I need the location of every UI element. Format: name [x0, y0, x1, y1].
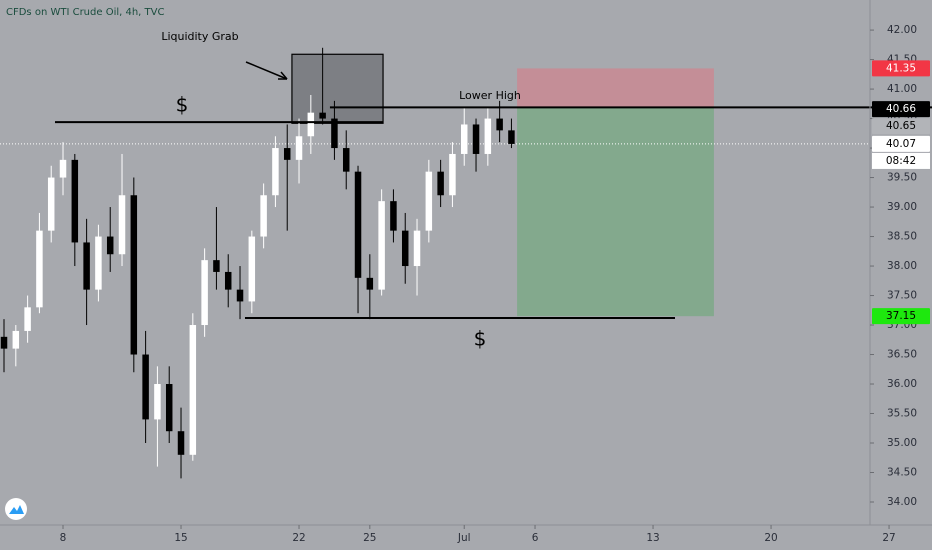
candle-body — [437, 171, 444, 196]
y-tick-label: 34.00 — [887, 496, 917, 508]
x-tick-label: 22 — [292, 532, 305, 544]
candle-body — [425, 171, 433, 231]
x-tick-label: 27 — [882, 532, 895, 544]
candle-body — [47, 177, 55, 231]
candle-body — [130, 195, 138, 355]
countdown: 08:42 — [886, 155, 916, 167]
price-label-text: 37.15 — [886, 310, 916, 322]
candle-body — [142, 354, 149, 420]
x-tick-label: 6 — [532, 532, 539, 544]
price-label — [872, 101, 930, 118]
candle-body — [248, 236, 256, 302]
y-tick-label: 39.00 — [887, 201, 917, 213]
candle-body — [201, 260, 208, 326]
candle-body — [460, 124, 468, 154]
candle-body — [95, 236, 102, 290]
x-tick-label: 15 — [174, 532, 187, 544]
candle-body — [177, 431, 185, 455]
candle-body — [401, 230, 409, 267]
annotation: $ — [474, 327, 487, 351]
candle-body — [496, 118, 503, 131]
candle-body — [413, 230, 421, 267]
price-label-text: 41.35 — [886, 62, 916, 74]
arrow — [245, 61, 288, 80]
countdown-box — [872, 152, 930, 169]
liquidity-box — [291, 53, 384, 124]
y-tick-label: 38.00 — [887, 260, 917, 272]
candle-body — [24, 307, 31, 331]
y-tick-label: 41.00 — [887, 83, 917, 95]
chart-title: CFDs on WTI Crude Oil, 4h, TVC — [6, 7, 164, 18]
candle-body — [307, 112, 315, 137]
y-tick-label: 35.50 — [887, 408, 917, 420]
y-tick-label: 39.50 — [887, 172, 917, 184]
candle-body — [213, 260, 220, 272]
candle-body — [165, 384, 173, 432]
candle-body — [342, 148, 350, 172]
price-label — [872, 118, 930, 135]
candle-body — [59, 159, 67, 178]
candle-body — [260, 195, 267, 237]
price-label — [872, 135, 930, 152]
candle-body — [390, 201, 397, 231]
candle-body — [12, 330, 20, 349]
y-tick-label: 34.50 — [887, 467, 917, 479]
candle-body — [224, 271, 232, 290]
arrow-head — [278, 71, 288, 80]
candle-body — [0, 336, 8, 349]
candle-body — [366, 277, 374, 290]
price-label — [872, 60, 930, 77]
candle-body — [283, 148, 291, 160]
stop-zone — [517, 68, 714, 108]
candle-body — [236, 289, 244, 302]
candle-body — [378, 201, 385, 290]
plot-area — [0, 47, 932, 479]
candle-body — [508, 130, 515, 144]
candle-body — [189, 325, 197, 455]
annotation: Liquidity Grab — [161, 30, 238, 43]
candle-body — [331, 118, 338, 149]
candle-body — [272, 148, 279, 196]
y-tick-label: 35.00 — [887, 437, 917, 449]
price-label-text: 40.07 — [886, 138, 916, 150]
x-tick-label: 20 — [764, 532, 777, 544]
candle-body — [472, 124, 480, 154]
y-tick-label: 42.00 — [887, 24, 917, 36]
candle-body — [354, 171, 362, 278]
price-label — [872, 308, 930, 325]
candle-body — [449, 153, 456, 196]
candle-body — [295, 136, 303, 160]
x-tick-label: 25 — [363, 532, 376, 544]
candle-body — [118, 195, 126, 255]
y-tick-label: 38.50 — [887, 231, 917, 243]
candle-body — [484, 118, 492, 154]
y-tick-label: 37.50 — [887, 290, 917, 302]
x-tick-label: Jul — [457, 532, 471, 544]
target-zone — [517, 107, 714, 317]
candle-body — [36, 230, 43, 308]
logo — [5, 498, 27, 520]
y-tick-label: 36.50 — [887, 349, 917, 361]
candle-body — [154, 384, 161, 420]
x-tick-label: 13 — [646, 532, 659, 544]
price-label-text: 40.66 — [886, 103, 916, 115]
annotation: Lower High — [459, 89, 521, 102]
price-label-text: 40.65 — [886, 120, 916, 132]
candle-body — [71, 159, 79, 243]
candle-body — [106, 236, 114, 255]
candle-body — [83, 242, 90, 290]
y-tick-label: 36.00 — [887, 378, 917, 390]
x-tick-label: 8 — [60, 532, 67, 544]
annotation: $ — [176, 93, 189, 117]
candle-body — [319, 112, 326, 119]
